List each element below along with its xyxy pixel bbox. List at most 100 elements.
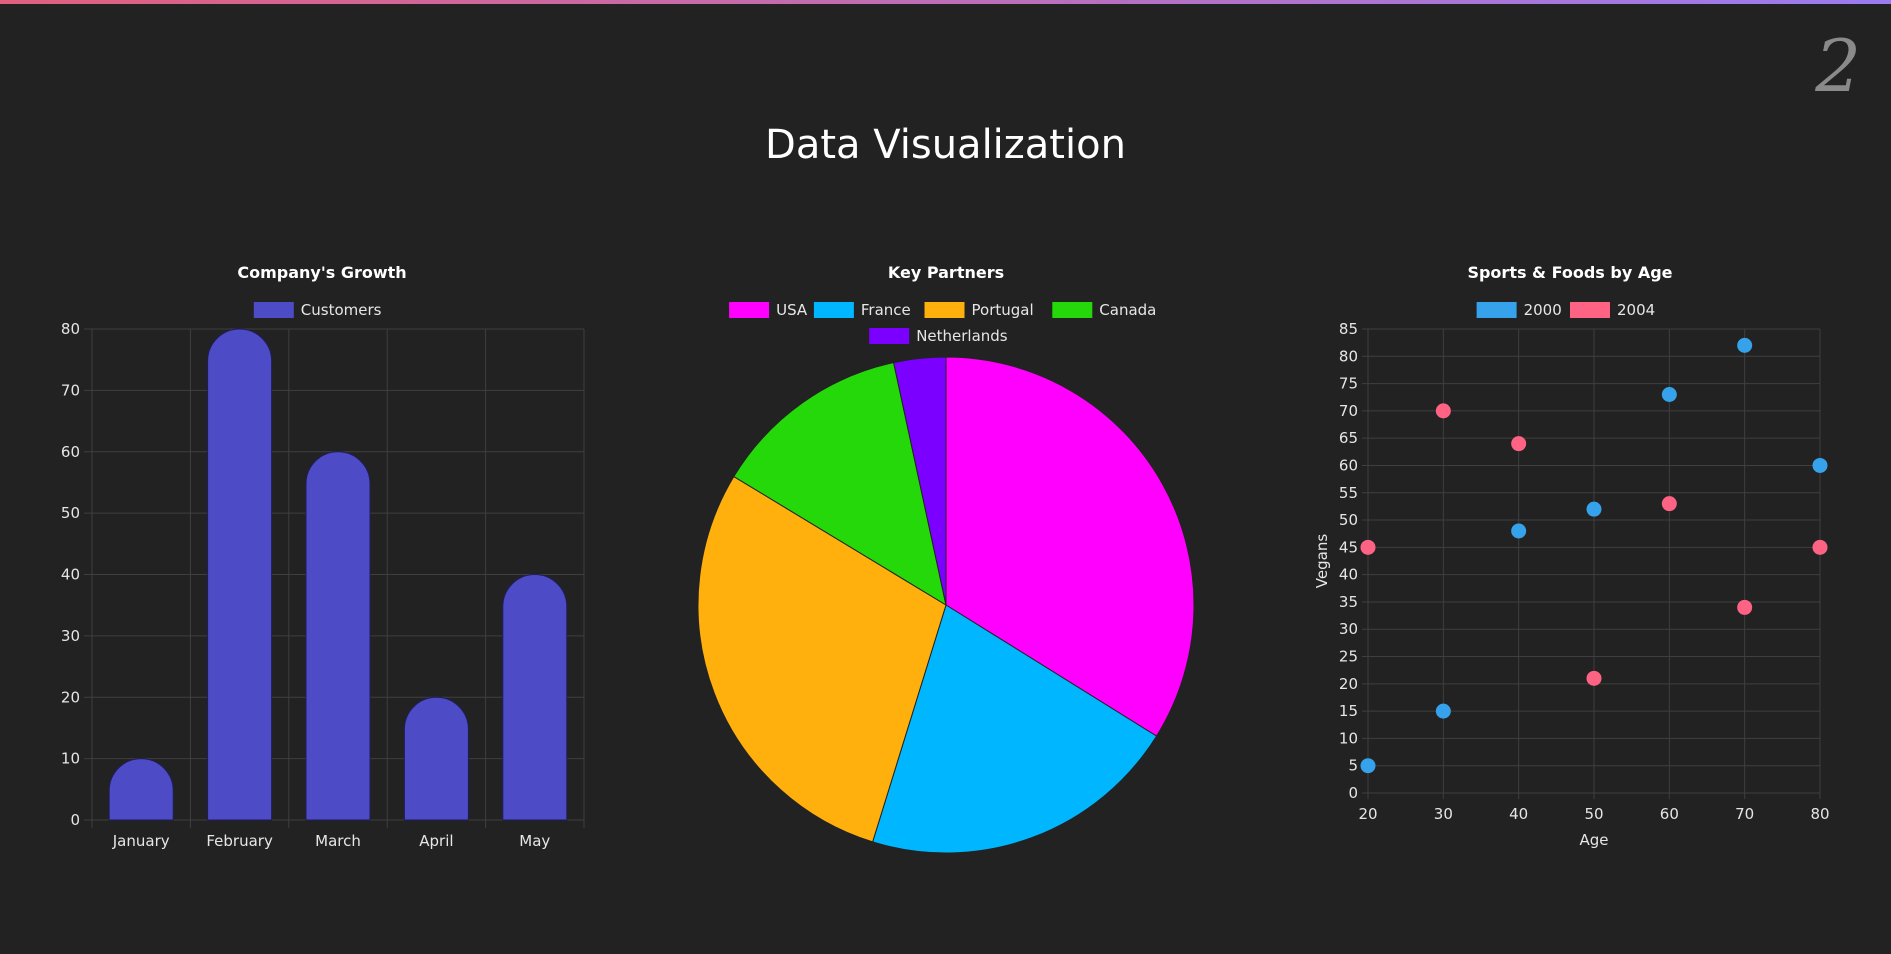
bar-legend-item[interactable]: Customers bbox=[253, 301, 382, 319]
scatter-x-axis-label: Age bbox=[1579, 831, 1608, 849]
x-tick-label: 60 bbox=[1660, 805, 1679, 823]
pie-slice-usa[interactable] bbox=[945, 356, 1195, 737]
legend-swatch bbox=[253, 302, 294, 318]
pie-legend-item[interactable]: France bbox=[813, 301, 911, 319]
scatter-chart-x-ticks: 20 30 40 50 60 70 80 bbox=[1358, 805, 1829, 823]
scatter-point-2000[interactable] bbox=[1812, 457, 1828, 473]
pie-legend-item[interactable]: USA bbox=[729, 301, 808, 319]
y-tick-label: 70 bbox=[61, 381, 80, 399]
scatter-point-2000[interactable] bbox=[1511, 523, 1527, 539]
y-tick-label: 50 bbox=[61, 504, 80, 522]
scatter-point-2000[interactable] bbox=[1360, 758, 1376, 774]
x-tick-label: January bbox=[112, 832, 170, 850]
scatter-chart: Sports & Foods by Age 2000 2004 051015202… bbox=[1313, 263, 1830, 849]
bar-chart-legend[interactable]: Customers bbox=[253, 301, 382, 319]
y-tick-label: 65 bbox=[1339, 429, 1358, 447]
y-tick-label: 85 bbox=[1339, 320, 1358, 338]
scatter-point-2004[interactable] bbox=[1435, 403, 1451, 419]
bar-chart-bars bbox=[108, 328, 568, 821]
scatter-legend-item[interactable]: 2000 bbox=[1476, 301, 1562, 319]
y-tick-label: 20 bbox=[1339, 675, 1358, 693]
pie-slice-netherlands[interactable] bbox=[893, 356, 947, 606]
pie-legend-item[interactable]: Netherlands bbox=[869, 327, 1008, 345]
legend-label: Netherlands bbox=[916, 327, 1008, 345]
legend-label: USA bbox=[776, 301, 808, 319]
y-tick-label: 60 bbox=[1339, 456, 1358, 474]
legend-label: Canada bbox=[1099, 301, 1156, 319]
scatter-point-2004[interactable] bbox=[1661, 496, 1677, 512]
y-tick-label: 60 bbox=[61, 443, 80, 461]
pie-slice-france[interactable] bbox=[871, 604, 1158, 854]
pie-slice-canada[interactable] bbox=[733, 361, 947, 607]
scatter-point-2004[interactable] bbox=[1812, 539, 1828, 555]
y-tick-label: 20 bbox=[61, 688, 80, 706]
legend-swatch bbox=[813, 302, 854, 318]
pie-legend-item[interactable]: Canada bbox=[1052, 301, 1156, 319]
page-title: Data Visualization bbox=[765, 122, 1126, 168]
y-tick-label: 75 bbox=[1339, 375, 1358, 393]
bar-chart-x-ticks: January February March April May bbox=[112, 832, 551, 850]
x-tick-label: 40 bbox=[1509, 805, 1528, 823]
y-tick-label: 45 bbox=[1339, 538, 1358, 556]
y-tick-label: 50 bbox=[1339, 511, 1358, 529]
scatter-point-2000[interactable] bbox=[1737, 337, 1753, 353]
scatter-chart-title: Sports & Foods by Age bbox=[1467, 263, 1672, 282]
y-tick-label: 25 bbox=[1339, 648, 1358, 666]
x-tick-label: 50 bbox=[1584, 805, 1603, 823]
legend-swatch bbox=[1476, 302, 1517, 318]
legend-swatch bbox=[1052, 302, 1093, 318]
legend-label: France bbox=[861, 301, 911, 319]
x-tick-label: May bbox=[519, 832, 550, 850]
x-tick-label: 80 bbox=[1810, 805, 1829, 823]
y-tick-label: 40 bbox=[1339, 566, 1358, 584]
bar-chart-title: Company's Growth bbox=[237, 263, 406, 282]
legend-swatch bbox=[729, 302, 770, 318]
y-tick-label: 0 bbox=[1348, 784, 1358, 802]
y-tick-label: 40 bbox=[61, 566, 80, 584]
scatter-chart-legend[interactable]: 2000 2004 bbox=[1476, 301, 1656, 319]
legend-swatch bbox=[1570, 302, 1610, 318]
x-tick-label: April bbox=[419, 832, 453, 850]
x-tick-label: 70 bbox=[1735, 805, 1754, 823]
legend-label: 2000 bbox=[1524, 301, 1562, 319]
scatter-point-2000[interactable] bbox=[1661, 387, 1677, 403]
bar-february[interactable] bbox=[207, 328, 273, 821]
pie-chart-title: Key Partners bbox=[888, 263, 1004, 282]
pie-chart: Key Partners USA France Portugal Canada Neth… bbox=[697, 263, 1195, 854]
y-tick-label: 0 bbox=[70, 811, 80, 829]
bar-chart-y-ticks: 0 10 20 30 40 50 60 70 80 bbox=[61, 320, 80, 829]
legend-swatch bbox=[924, 302, 965, 318]
bar-april[interactable] bbox=[403, 696, 469, 821]
legend-label: 2004 bbox=[1617, 301, 1655, 319]
y-tick-label: 10 bbox=[61, 750, 80, 768]
scatter-legend-item[interactable]: 2004 bbox=[1570, 301, 1655, 319]
legend-swatch bbox=[869, 328, 910, 344]
y-tick-label: 30 bbox=[61, 627, 80, 645]
x-tick-label: March bbox=[315, 832, 361, 850]
x-tick-label: February bbox=[206, 832, 273, 850]
scatter-point-2000[interactable] bbox=[1435, 703, 1451, 719]
y-tick-label: 80 bbox=[61, 320, 80, 338]
y-tick-label: 80 bbox=[1339, 347, 1358, 365]
bar-march[interactable] bbox=[305, 451, 371, 821]
scatter-chart-grid bbox=[1362, 328, 1821, 799]
scatter-point-2004[interactable] bbox=[1511, 436, 1527, 452]
pie-chart-slices bbox=[697, 356, 1195, 854]
x-tick-label: 30 bbox=[1434, 805, 1453, 823]
y-tick-label: 35 bbox=[1339, 593, 1358, 611]
page-number-badge: 2 bbox=[1815, 24, 1861, 108]
scatter-point-2004[interactable] bbox=[1737, 599, 1753, 615]
scatter-point-2004[interactable] bbox=[1586, 670, 1602, 686]
bar-chart: Company's Growth Customers 0 10 20 30 40 50 60… bbox=[61, 263, 585, 850]
scatter-y-axis-label: Vegans bbox=[1313, 534, 1331, 589]
bar-january[interactable] bbox=[108, 758, 174, 821]
scatter-point-2004[interactable] bbox=[1360, 539, 1376, 555]
y-tick-label: 30 bbox=[1339, 620, 1358, 638]
y-tick-label: 15 bbox=[1339, 702, 1358, 720]
pie-legend-item[interactable]: Portugal bbox=[924, 301, 1034, 319]
scatter-point-2000[interactable] bbox=[1586, 501, 1602, 517]
bar-may[interactable] bbox=[502, 574, 568, 821]
pie-chart-legend[interactable]: USA France Portugal Canada Netherlands bbox=[729, 301, 1156, 345]
scatter-chart-y-ticks: 0 5 10 15 20 25 30 35 40 45 50 55 60 65 70 75 80 85 bbox=[1339, 320, 1358, 802]
